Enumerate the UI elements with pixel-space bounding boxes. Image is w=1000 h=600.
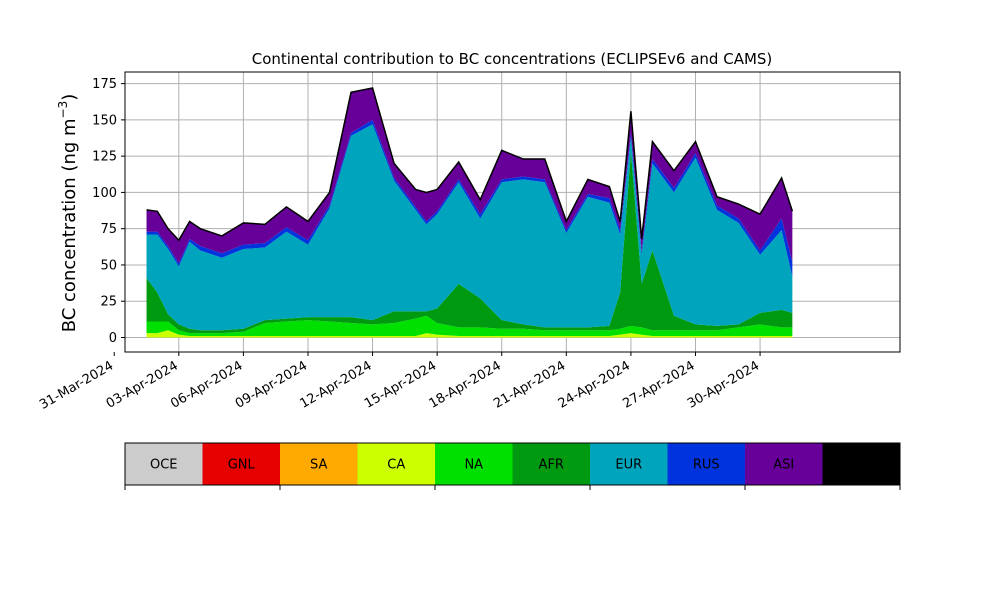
legend-label-aus: AUS: [848, 458, 875, 473]
legend-label-gnl: GNL: [228, 458, 256, 473]
legend-swatch-oce: [125, 443, 203, 485]
y-tick-label: 25: [100, 295, 117, 310]
area-series-eur: [146, 124, 793, 331]
y-axis-label-sup: −3: [56, 101, 70, 119]
chart-title: Continental contribution to BC concentra…: [252, 50, 773, 68]
stacked-areas: [146, 87, 794, 338]
y-axis-label-close: ): [59, 94, 80, 101]
y-tick-label: 175: [92, 77, 117, 92]
legend-label-rus: RUS: [693, 458, 720, 473]
legend: OCE GNL SA CA NA AFR EUR RUS ASI AUS: [124, 442, 901, 490]
legend-swatch-aus: [822, 443, 900, 485]
y-tick-label: 150: [92, 113, 117, 128]
y-tick-label: 125: [92, 150, 117, 165]
y-tick-label: 50: [100, 258, 117, 273]
legend-swatch-eur: [590, 443, 668, 485]
legend-swatch-sa: [280, 443, 358, 485]
y-axis-label: BC concentration (ng m−3): [56, 94, 80, 333]
legend-label-oce: OCE: [150, 458, 178, 473]
legend-label-na: NA: [464, 458, 483, 473]
legend-label-eur: EUR: [615, 458, 642, 473]
legend-swatch-ca: [357, 443, 435, 485]
y-tick-label: 75: [100, 222, 117, 237]
area-series-na: [146, 315, 793, 337]
total-line: [146, 87, 794, 242]
y-tick-label: 100: [92, 186, 117, 201]
legend-swatch-afr: [512, 443, 590, 485]
plot-frame: [124, 71, 901, 353]
legend-swatch-rus: [667, 443, 745, 485]
legend-label-sa: SA: [310, 458, 327, 473]
legend-swatch-asi: [745, 443, 823, 485]
area-series-ca: [146, 330, 793, 338]
area-series-rus: [146, 119, 793, 277]
area-series-asi: [146, 87, 793, 264]
y-axis-label-text: BC concentration (ng m: [59, 118, 80, 332]
y-tick-label: 0: [109, 331, 117, 346]
legend-label-ca: CA: [387, 458, 405, 473]
legend-frame: [124, 442, 901, 486]
legend-swatch-na: [435, 443, 513, 485]
legend-label-asi: ASI: [773, 458, 794, 473]
legend-label-afr: AFR: [539, 458, 564, 473]
legend-swatch-gnl: [202, 443, 280, 485]
area-series-afr: [146, 151, 793, 334]
